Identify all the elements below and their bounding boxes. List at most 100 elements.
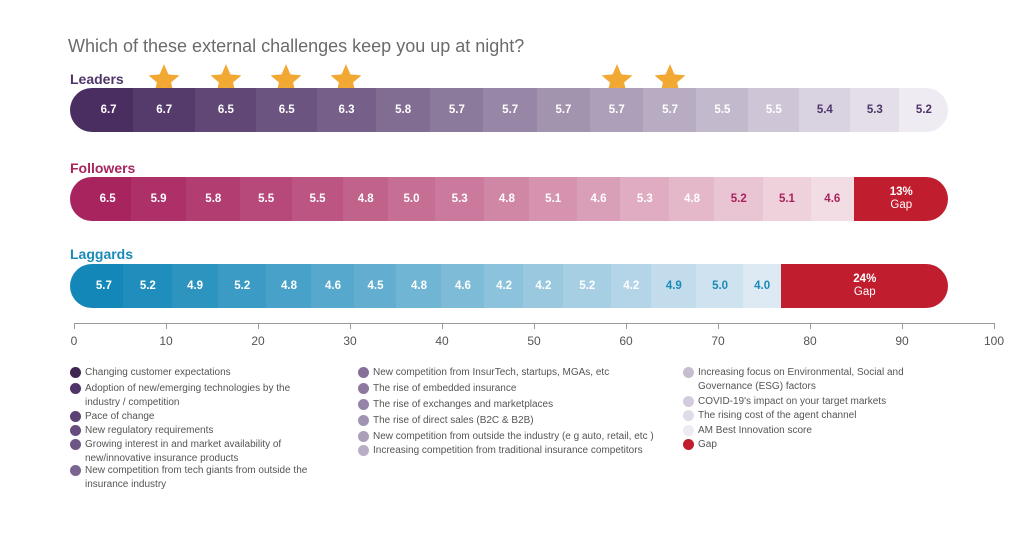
x-tick-label: 20 <box>251 334 265 348</box>
legend-item[interactable]: New competition from InsurTech, startups… <box>358 366 683 380</box>
series-label-followers: Followers <box>70 160 136 176</box>
bar-segment[interactable]: 4.9 <box>650 264 697 308</box>
bar-segment[interactable]: 6.5 <box>256 88 318 132</box>
legend-label: Increasing competition from traditional … <box>373 445 643 456</box>
legend-item[interactable]: Changing customer expectations <box>70 366 315 380</box>
bar-segment[interactable]: 5.8 <box>185 177 241 221</box>
bar-segment[interactable]: 6.7 <box>70 88 134 132</box>
bar-segment[interactable]: 5.1 <box>762 177 812 221</box>
x-tick-label: 50 <box>527 334 541 348</box>
legend-item[interactable]: Gap <box>683 438 918 452</box>
x-tick-label: 80 <box>803 334 817 348</box>
gap-segment[interactable]: 13% Gap <box>853 177 948 221</box>
bar-segment[interactable]: 5.7 <box>483 88 538 132</box>
bar-segment[interactable]: 4.5 <box>354 264 397 308</box>
star-icon <box>271 64 302 94</box>
bar-segment[interactable]: 4.2 <box>611 264 652 308</box>
bar-segment[interactable]: 4.6 <box>311 264 355 308</box>
data-label: 4.2 <box>496 280 513 292</box>
bar-segment[interactable]: 4.8 <box>484 177 530 221</box>
legend-item[interactable]: Pace of change <box>70 410 315 424</box>
gap-segment[interactable]: 24% Gap <box>780 264 948 308</box>
bar-segment[interactable]: 4.6 <box>810 177 855 221</box>
x-tick <box>74 323 75 329</box>
bar-segment[interactable]: 5.7 <box>589 88 644 132</box>
bar-segment[interactable]: 5.7 <box>429 88 484 132</box>
bar-segment[interactable]: 5.2 <box>899 88 948 132</box>
bar-segment[interactable]: 5.5 <box>747 88 800 132</box>
x-tick <box>534 323 535 329</box>
legend-item[interactable]: New competition from tech giants from ou… <box>70 464 325 492</box>
legend-item[interactable]: The rising cost of the agent channel <box>683 409 918 423</box>
star-icon <box>210 64 242 94</box>
bar-segment[interactable]: 4.8 <box>343 177 389 221</box>
bar-segment[interactable]: 5.3 <box>849 88 900 132</box>
legend-swatch-icon <box>683 367 694 378</box>
legend-item[interactable]: The rise of direct sales (B2C & B2B) <box>358 414 683 428</box>
gap-text: Gap <box>853 286 876 298</box>
bar-segment[interactable]: 4.9 <box>171 264 219 308</box>
legend-item[interactable]: Adoption of new/emerging technologies by… <box>70 382 315 410</box>
data-label: 5.3 <box>451 193 468 205</box>
bar-segment[interactable]: 6.7 <box>132 88 196 132</box>
series-label-leaders: Leaders <box>70 71 124 87</box>
legend-label: New competition from InsurTech, startups… <box>373 367 610 378</box>
legend-item[interactable]: Increasing competition from traditional … <box>358 444 683 458</box>
bar-segment[interactable]: 5.0 <box>387 177 436 221</box>
bar-segment[interactable]: 4.6 <box>441 264 485 308</box>
legend-item[interactable]: COVID-19's impact on your target markets <box>683 395 918 409</box>
data-label: 5.7 <box>555 104 572 116</box>
legend-label: Growing interest in and market availabil… <box>85 439 282 464</box>
bar-segment[interactable]: 5.5 <box>291 177 344 221</box>
legend-item[interactable]: New regulatory requirements <box>70 424 315 438</box>
data-label: 4.6 <box>454 280 471 292</box>
legend-item[interactable]: The rise of embedded insurance <box>358 382 683 396</box>
bar-segment[interactable]: 5.7 <box>536 88 591 132</box>
legend-swatch-icon <box>70 411 81 422</box>
data-label: 4.0 <box>754 280 771 292</box>
bar-segment[interactable]: 4.8 <box>266 264 312 308</box>
bar-segment[interactable]: 5.7 <box>70 264 124 308</box>
data-label: 5.8 <box>395 104 412 116</box>
x-tick <box>626 323 627 329</box>
bar-segment[interactable]: 5.4 <box>799 88 851 132</box>
legend-label: Gap <box>698 439 717 450</box>
legend-item[interactable]: Increasing focus on Environmental, Socia… <box>683 366 918 394</box>
bar-segment[interactable]: 5.0 <box>696 264 744 308</box>
data-label: 4.2 <box>623 280 640 292</box>
bar-segment[interactable]: 5.8 <box>375 88 431 132</box>
bar-segment[interactable]: 4.6 <box>576 177 621 221</box>
bar-segment[interactable]: 4.8 <box>396 264 442 308</box>
legend-label: The rising cost of the agent channel <box>698 410 857 421</box>
bar-segment[interactable]: 6.5 <box>195 88 257 132</box>
bar-segment[interactable]: 4.2 <box>484 264 524 308</box>
legend-item[interactable]: The rise of exchanges and marketplaces <box>358 398 683 412</box>
legend-item[interactable]: Growing interest in and market availabil… <box>70 438 325 466</box>
data-label: 5.1 <box>778 193 795 205</box>
data-label: 4.8 <box>357 193 374 205</box>
bar-segment[interactable]: 5.2 <box>123 264 173 308</box>
bar-segment[interactable]: 4.8 <box>669 177 715 221</box>
data-label: 5.7 <box>95 280 112 292</box>
bar-segment[interactable]: 4.2 <box>523 264 564 308</box>
data-label: 4.8 <box>684 193 701 205</box>
bar-segment[interactable]: 5.2 <box>562 264 612 308</box>
bar-segment[interactable]: 5.7 <box>643 88 697 132</box>
bar-segment[interactable]: 6.5 <box>70 177 132 221</box>
legend-item[interactable]: AM Best Innovation score <box>683 424 918 438</box>
bar-segment[interactable]: 5.5 <box>240 177 293 221</box>
bar-segment[interactable]: 5.5 <box>696 88 749 132</box>
bar-segment[interactable]: 5.1 <box>529 177 578 221</box>
bar-segment[interactable]: 5.3 <box>619 177 670 221</box>
legend-label: The rise of direct sales (B2C & B2B) <box>373 415 534 426</box>
bar-segment[interactable]: 6.3 <box>316 88 377 132</box>
bar-segment[interactable]: 5.2 <box>714 177 764 221</box>
legend-item[interactable]: New competition from outside the industr… <box>358 430 683 444</box>
x-tick-label: 100 <box>983 334 1005 348</box>
bar-segment[interactable]: 5.9 <box>130 177 187 221</box>
data-label: 4.8 <box>281 280 298 292</box>
bar-segment[interactable]: 4.0 <box>743 264 782 308</box>
bar-segment[interactable]: 5.2 <box>217 264 267 308</box>
x-tick-label: 60 <box>619 334 633 348</box>
bar-segment[interactable]: 5.3 <box>434 177 485 221</box>
